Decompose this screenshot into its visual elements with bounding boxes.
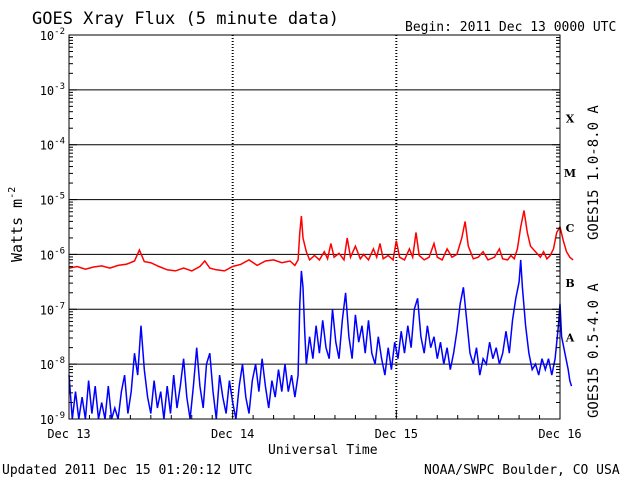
y-tick-label: 10-7 xyxy=(40,301,65,317)
grid xyxy=(69,35,560,419)
y-tick-base: 10 xyxy=(40,413,54,427)
y-tick-exponent: -5 xyxy=(54,192,65,202)
flare-class-labels: A B C M X xyxy=(564,112,576,344)
footer-credit: NOAA/SWPC Boulder, CO USA xyxy=(424,463,620,478)
chart-title: GOES Xray Flux (5 minute data) xyxy=(32,9,339,29)
y-tick-base: 10 xyxy=(40,303,54,317)
x-tick-label: Dec 16 xyxy=(538,427,581,441)
y-tick-exponent: -7 xyxy=(54,301,65,311)
y-tick-base: 10 xyxy=(40,248,54,262)
y-tick-base: 10 xyxy=(40,194,54,208)
flare-class-label: A xyxy=(565,332,575,345)
series-line-long xyxy=(68,210,574,272)
x-tick-label: Dec 14 xyxy=(211,427,254,441)
y-tick-exponent: -3 xyxy=(54,82,65,92)
footer-updated: Updated 2011 Dec 15 01:20:12 UTC xyxy=(2,463,252,478)
y-tick-base: 10 xyxy=(40,84,54,98)
series-layer xyxy=(68,210,574,420)
y-tick-label: 10-4 xyxy=(40,137,65,153)
y-axis-label: Watts m-2 xyxy=(7,187,26,262)
y-tick-exponent: -6 xyxy=(54,246,65,256)
y-tick-label: 10-9 xyxy=(40,411,65,427)
x-tick-label: Dec 13 xyxy=(47,427,90,441)
y-tick-base: 10 xyxy=(40,29,54,43)
flare-class-label: C xyxy=(566,222,575,235)
y-tick-label: 10-6 xyxy=(40,246,65,262)
x-axis-ticks: Dec 13 Dec 14 Dec 15 Dec 16 xyxy=(47,411,582,441)
x-tick-label: Dec 15 xyxy=(375,427,418,441)
y-tick-base: 10 xyxy=(40,139,54,153)
y-tick-label: 10-3 xyxy=(40,82,65,98)
flare-class-label: B xyxy=(565,277,574,290)
y-axis-label-unit-exponent: -2 xyxy=(7,187,18,199)
legend-goes15-long: GOES15 1.0-8.0 A xyxy=(586,105,602,240)
y-tick-exponent: -8 xyxy=(54,356,65,366)
y-tick-exponent: -2 xyxy=(54,27,65,37)
series-line-short xyxy=(68,259,573,420)
y-tick-label: 10-2 xyxy=(40,27,65,43)
y-tick-exponent: -9 xyxy=(54,411,65,421)
y-tick-exponent: -4 xyxy=(54,137,65,147)
y-axis-label-text: Watts m xyxy=(8,199,26,262)
legend-goes15-short: GOES15 0.5-4.0 A xyxy=(586,283,602,418)
begin-label: Begin: 2011 Dec 13 0000 UTC xyxy=(405,20,616,35)
flare-class-label: M xyxy=(564,167,576,180)
flare-class-label: X xyxy=(566,112,575,125)
y-tick-label: 10-8 xyxy=(40,356,65,372)
y-axis-ticks: 10-910-810-710-610-510-410-310-2 xyxy=(40,27,560,427)
y-tick-label: 10-5 xyxy=(40,192,65,208)
y-tick-base: 10 xyxy=(40,358,54,372)
x-axis-label: Universal Time xyxy=(268,443,378,458)
